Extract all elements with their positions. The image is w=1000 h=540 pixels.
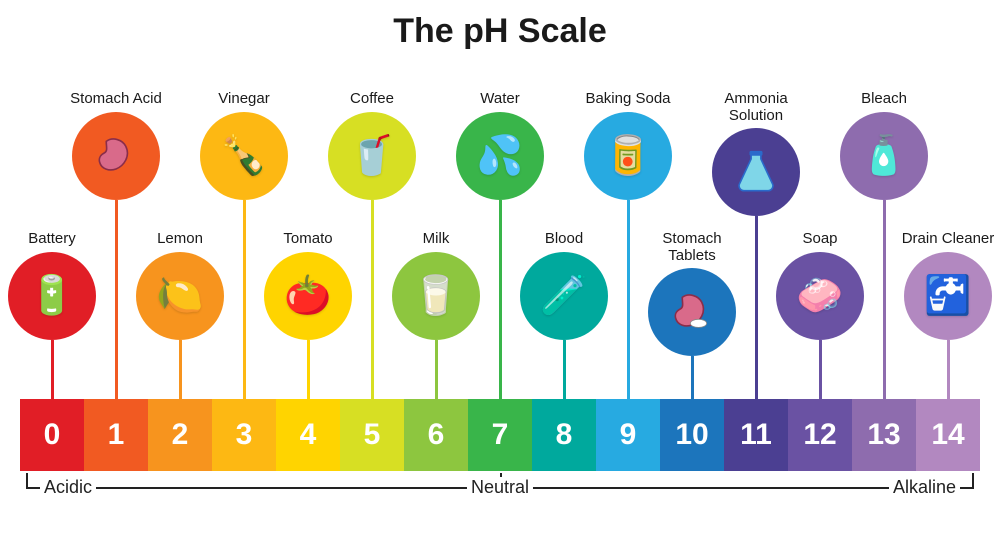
axis-label-neutral: Neutral (467, 477, 533, 498)
item-circle (72, 112, 160, 200)
item-stem (819, 340, 822, 400)
axis-label-alkaline: Alkaline (889, 477, 960, 498)
scale-cell-2: 2 (148, 399, 212, 471)
scale-cell-12: 12 (788, 399, 852, 471)
item-label: Baking Soda (568, 91, 688, 108)
item-stem (307, 340, 310, 400)
item-label: Drain Cleaner (888, 231, 1000, 248)
item-circle: 🍾 (200, 112, 288, 200)
scale-cell-14: 14 (916, 399, 980, 471)
page-title: The pH Scale (0, 0, 1000, 51)
ph-diagram: Battery🔋Stomach AcidLemon🍋Vinegar🍾Tomato… (20, 51, 980, 521)
axis-label-acidic: Acidic (40, 477, 96, 498)
item-stem (755, 216, 758, 402)
item-label: Vinegar (184, 91, 304, 108)
drain-icon: 🚰 (924, 277, 971, 315)
bleach-icon: 🧴 (860, 137, 907, 175)
scale-cell-3: 3 (212, 399, 276, 471)
flask-icon (730, 146, 782, 198)
scale-cell-4: 4 (276, 399, 340, 471)
scale-cell-13: 13 (852, 399, 916, 471)
item-stem (499, 200, 502, 400)
item-stem (371, 200, 374, 400)
item-stem (435, 340, 438, 400)
item-label: Bleach (824, 91, 944, 108)
scale-cell-9: 9 (596, 399, 660, 471)
coffee-icon: 🥤 (348, 137, 395, 175)
item-label: Stomach Acid (56, 91, 176, 108)
item-stem (947, 340, 950, 400)
scale-cell-1: 1 (84, 399, 148, 471)
item-stem (691, 356, 694, 402)
item-stem (563, 340, 566, 400)
scale-row: 01234567891011121314 (20, 399, 980, 471)
item-stem (243, 200, 246, 400)
scale-cell-8: 8 (532, 399, 596, 471)
water-icon: 💦 (476, 137, 523, 175)
baking-icon: 🥫 (604, 137, 651, 175)
item-stem (179, 340, 182, 400)
scale-cell-6: 6 (404, 399, 468, 471)
vinegar-icon: 🍾 (220, 137, 267, 175)
item-stem (51, 340, 54, 400)
item-stem (883, 200, 886, 400)
scale-cell-5: 5 (340, 399, 404, 471)
item-label: Ammonia Solution (696, 91, 816, 124)
item-circle: 💦 (456, 112, 544, 200)
item-circle: 🥤 (328, 112, 416, 200)
scale-cell-10: 10 (660, 399, 724, 471)
item-circle: 🥫 (584, 112, 672, 200)
scale-cell-0: 0 (20, 399, 84, 471)
item-label: Water (440, 91, 560, 108)
item-circle: 🧴 (840, 112, 928, 200)
item-stem (115, 200, 118, 400)
item-stem (627, 200, 630, 400)
axis: Acidic Neutral Alkaline (20, 473, 980, 501)
stomach-icon (90, 130, 142, 182)
item-drain: Drain Cleaner 🚰 (888, 231, 1000, 400)
item-circle: 🚰 (904, 252, 992, 340)
item-circle (712, 128, 800, 216)
item-label: Coffee (312, 91, 432, 108)
scale-cell-11: 11 (724, 399, 788, 471)
scale-cell-7: 7 (468, 399, 532, 471)
